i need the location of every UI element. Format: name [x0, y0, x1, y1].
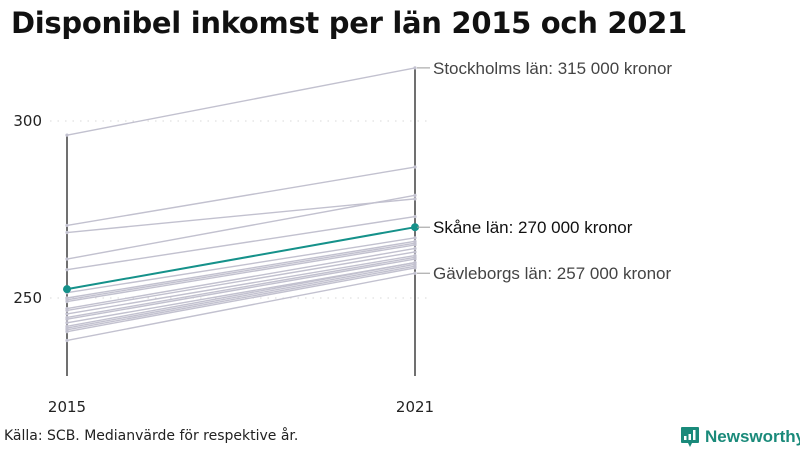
chart-title: Disponibel inkomst per län 2015 och 2021	[11, 6, 687, 40]
series-län-10	[65, 243, 417, 304]
y-axis-ticks: 250 300	[13, 112, 42, 307]
x-tick-2015: 2015	[48, 398, 86, 416]
series-län-11	[65, 246, 417, 311]
series-skåne-län	[63, 223, 419, 294]
source-note: Källa: SCB. Medianvärde för respektive å…	[4, 428, 299, 444]
series-labels: Stockholms län: 315 000 kronor Gävleborgs…	[417, 59, 672, 283]
x-tick-2021: 2021	[396, 398, 434, 416]
series-län-2	[65, 165, 417, 228]
chart-logo-icon	[681, 427, 699, 447]
series-län-5	[65, 214, 417, 272]
series-län-20	[65, 266, 417, 334]
series-län-8	[65, 239, 417, 300]
y-tick-250: 250	[13, 289, 42, 307]
series-län-15	[65, 257, 417, 321]
brand-name: Newsworthy	[705, 427, 800, 446]
series-lines	[63, 66, 419, 343]
y-tick-300: 300	[13, 112, 42, 130]
series-län-12	[65, 250, 417, 312]
label-stockholms-län: Stockholms län: 315 000 kronor	[433, 59, 672, 78]
newsworthy-logo: Newsworthy	[680, 426, 800, 448]
label-skåne-län: Skåne län: 270 000 kronor	[433, 218, 633, 237]
series-län-3	[65, 197, 417, 235]
series-gävleborgs-län	[65, 271, 417, 343]
label-gävleborgs-län: Gävleborgs län: 257 000 kronor	[433, 264, 671, 283]
series-län-4	[65, 193, 417, 261]
series-stockholms-län	[65, 66, 417, 137]
series-län-7	[65, 236, 417, 295]
